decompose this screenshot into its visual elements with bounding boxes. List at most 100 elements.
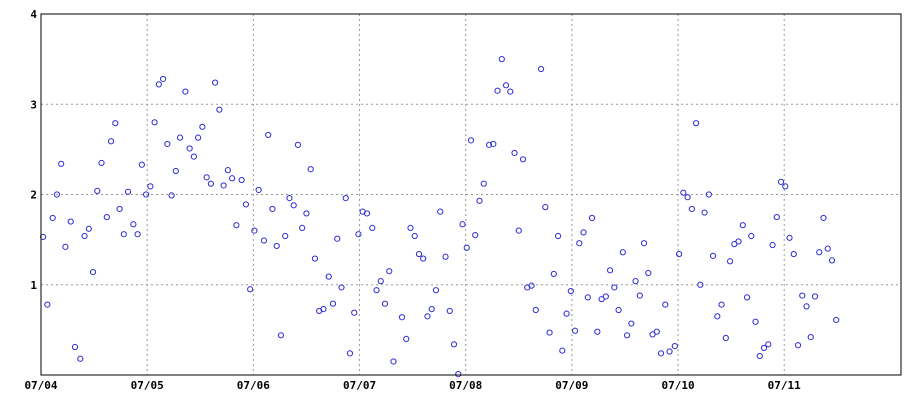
- data-point: [833, 316, 840, 324]
- data-point: [390, 358, 397, 365]
- data-point: [519, 156, 527, 163]
- data-point: [786, 234, 793, 241]
- x-tick-label: 07/07: [343, 379, 376, 392]
- data-point: [44, 301, 51, 308]
- data-point: [311, 255, 319, 262]
- x-tick-label: 07/09: [555, 379, 588, 392]
- data-point: [790, 250, 797, 258]
- data-point: [325, 273, 332, 280]
- data-point: [765, 341, 772, 348]
- data-point: [467, 137, 475, 144]
- data-point: [588, 214, 596, 222]
- data-point: [576, 240, 583, 247]
- data-point: [450, 341, 458, 348]
- data-point: [346, 350, 354, 357]
- data-point: [705, 191, 712, 198]
- data-point: [420, 255, 427, 262]
- data-point: [224, 167, 231, 174]
- data-point: [828, 257, 836, 264]
- data-point: [286, 195, 293, 202]
- data-point: [537, 65, 545, 73]
- data-point: [403, 335, 410, 342]
- data-point: [134, 231, 141, 238]
- data-point: [684, 194, 691, 201]
- data-point: [782, 183, 789, 190]
- x-tick-label: 07/04: [24, 379, 57, 392]
- data-point: [103, 213, 110, 221]
- data-point: [563, 310, 570, 317]
- data-point: [329, 300, 337, 307]
- data-point: [143, 191, 150, 198]
- data-point: [190, 153, 197, 160]
- data-point: [49, 214, 56, 222]
- plot-frame: [40, 13, 902, 376]
- data-point: [116, 205, 123, 213]
- data-point: [794, 342, 802, 349]
- data-point: [112, 120, 119, 127]
- data-point: [67, 218, 74, 225]
- data-point: [528, 282, 535, 289]
- y-tick-label: 4: [30, 8, 37, 21]
- data-point: [546, 329, 553, 336]
- data-point: [636, 292, 643, 299]
- data-point: [697, 281, 704, 288]
- data-point: [130, 221, 137, 228]
- data-point: [398, 314, 406, 321]
- data-point: [290, 202, 297, 209]
- data-point: [692, 120, 700, 127]
- grid-lines: [41, 14, 901, 375]
- data-point: [229, 175, 236, 182]
- data-point: [251, 227, 258, 234]
- data-point: [498, 56, 505, 63]
- data-point: [77, 355, 84, 362]
- data-point: [550, 270, 557, 278]
- data-point: [722, 334, 729, 342]
- data-point: [824, 245, 831, 252]
- data-point: [172, 167, 179, 175]
- x-tick-label: 07/06: [237, 379, 270, 392]
- data-point: [816, 249, 823, 256]
- data-point: [62, 243, 69, 250]
- data-point: [455, 370, 462, 378]
- data-point: [594, 328, 601, 335]
- data-point: [151, 119, 158, 126]
- data-point: [688, 205, 695, 213]
- data-point: [807, 333, 814, 341]
- data-point: [155, 81, 162, 88]
- data-point: [299, 224, 306, 231]
- data-point: [377, 278, 384, 285]
- data-point: [411, 232, 418, 240]
- data-point: [623, 332, 631, 339]
- data-point: [338, 284, 345, 291]
- data-point: [446, 307, 453, 315]
- data-point: [242, 201, 250, 208]
- data-point: [294, 141, 302, 148]
- data-points: [40, 56, 840, 378]
- data-point: [472, 232, 479, 239]
- data-point: [671, 343, 678, 350]
- x-tick-label: 07/11: [768, 379, 801, 392]
- data-point: [735, 238, 742, 245]
- data-point: [662, 301, 669, 308]
- data-point: [216, 106, 223, 113]
- data-point: [619, 249, 626, 256]
- data-point: [407, 224, 414, 231]
- data-point: [615, 306, 622, 314]
- data-point: [176, 134, 184, 141]
- data-point: [238, 176, 245, 184]
- data-point: [463, 244, 470, 251]
- data-point: [628, 320, 635, 327]
- data-point: [94, 187, 101, 194]
- data-point: [282, 232, 289, 240]
- data-point: [307, 166, 314, 173]
- data-point: [342, 195, 349, 202]
- data-point: [675, 250, 683, 258]
- data-point: [507, 88, 514, 95]
- data-point: [567, 287, 574, 295]
- data-point: [58, 160, 65, 167]
- data-point: [485, 141, 493, 148]
- data-point: [476, 197, 483, 204]
- data-point: [85, 225, 92, 232]
- data-point: [207, 180, 214, 187]
